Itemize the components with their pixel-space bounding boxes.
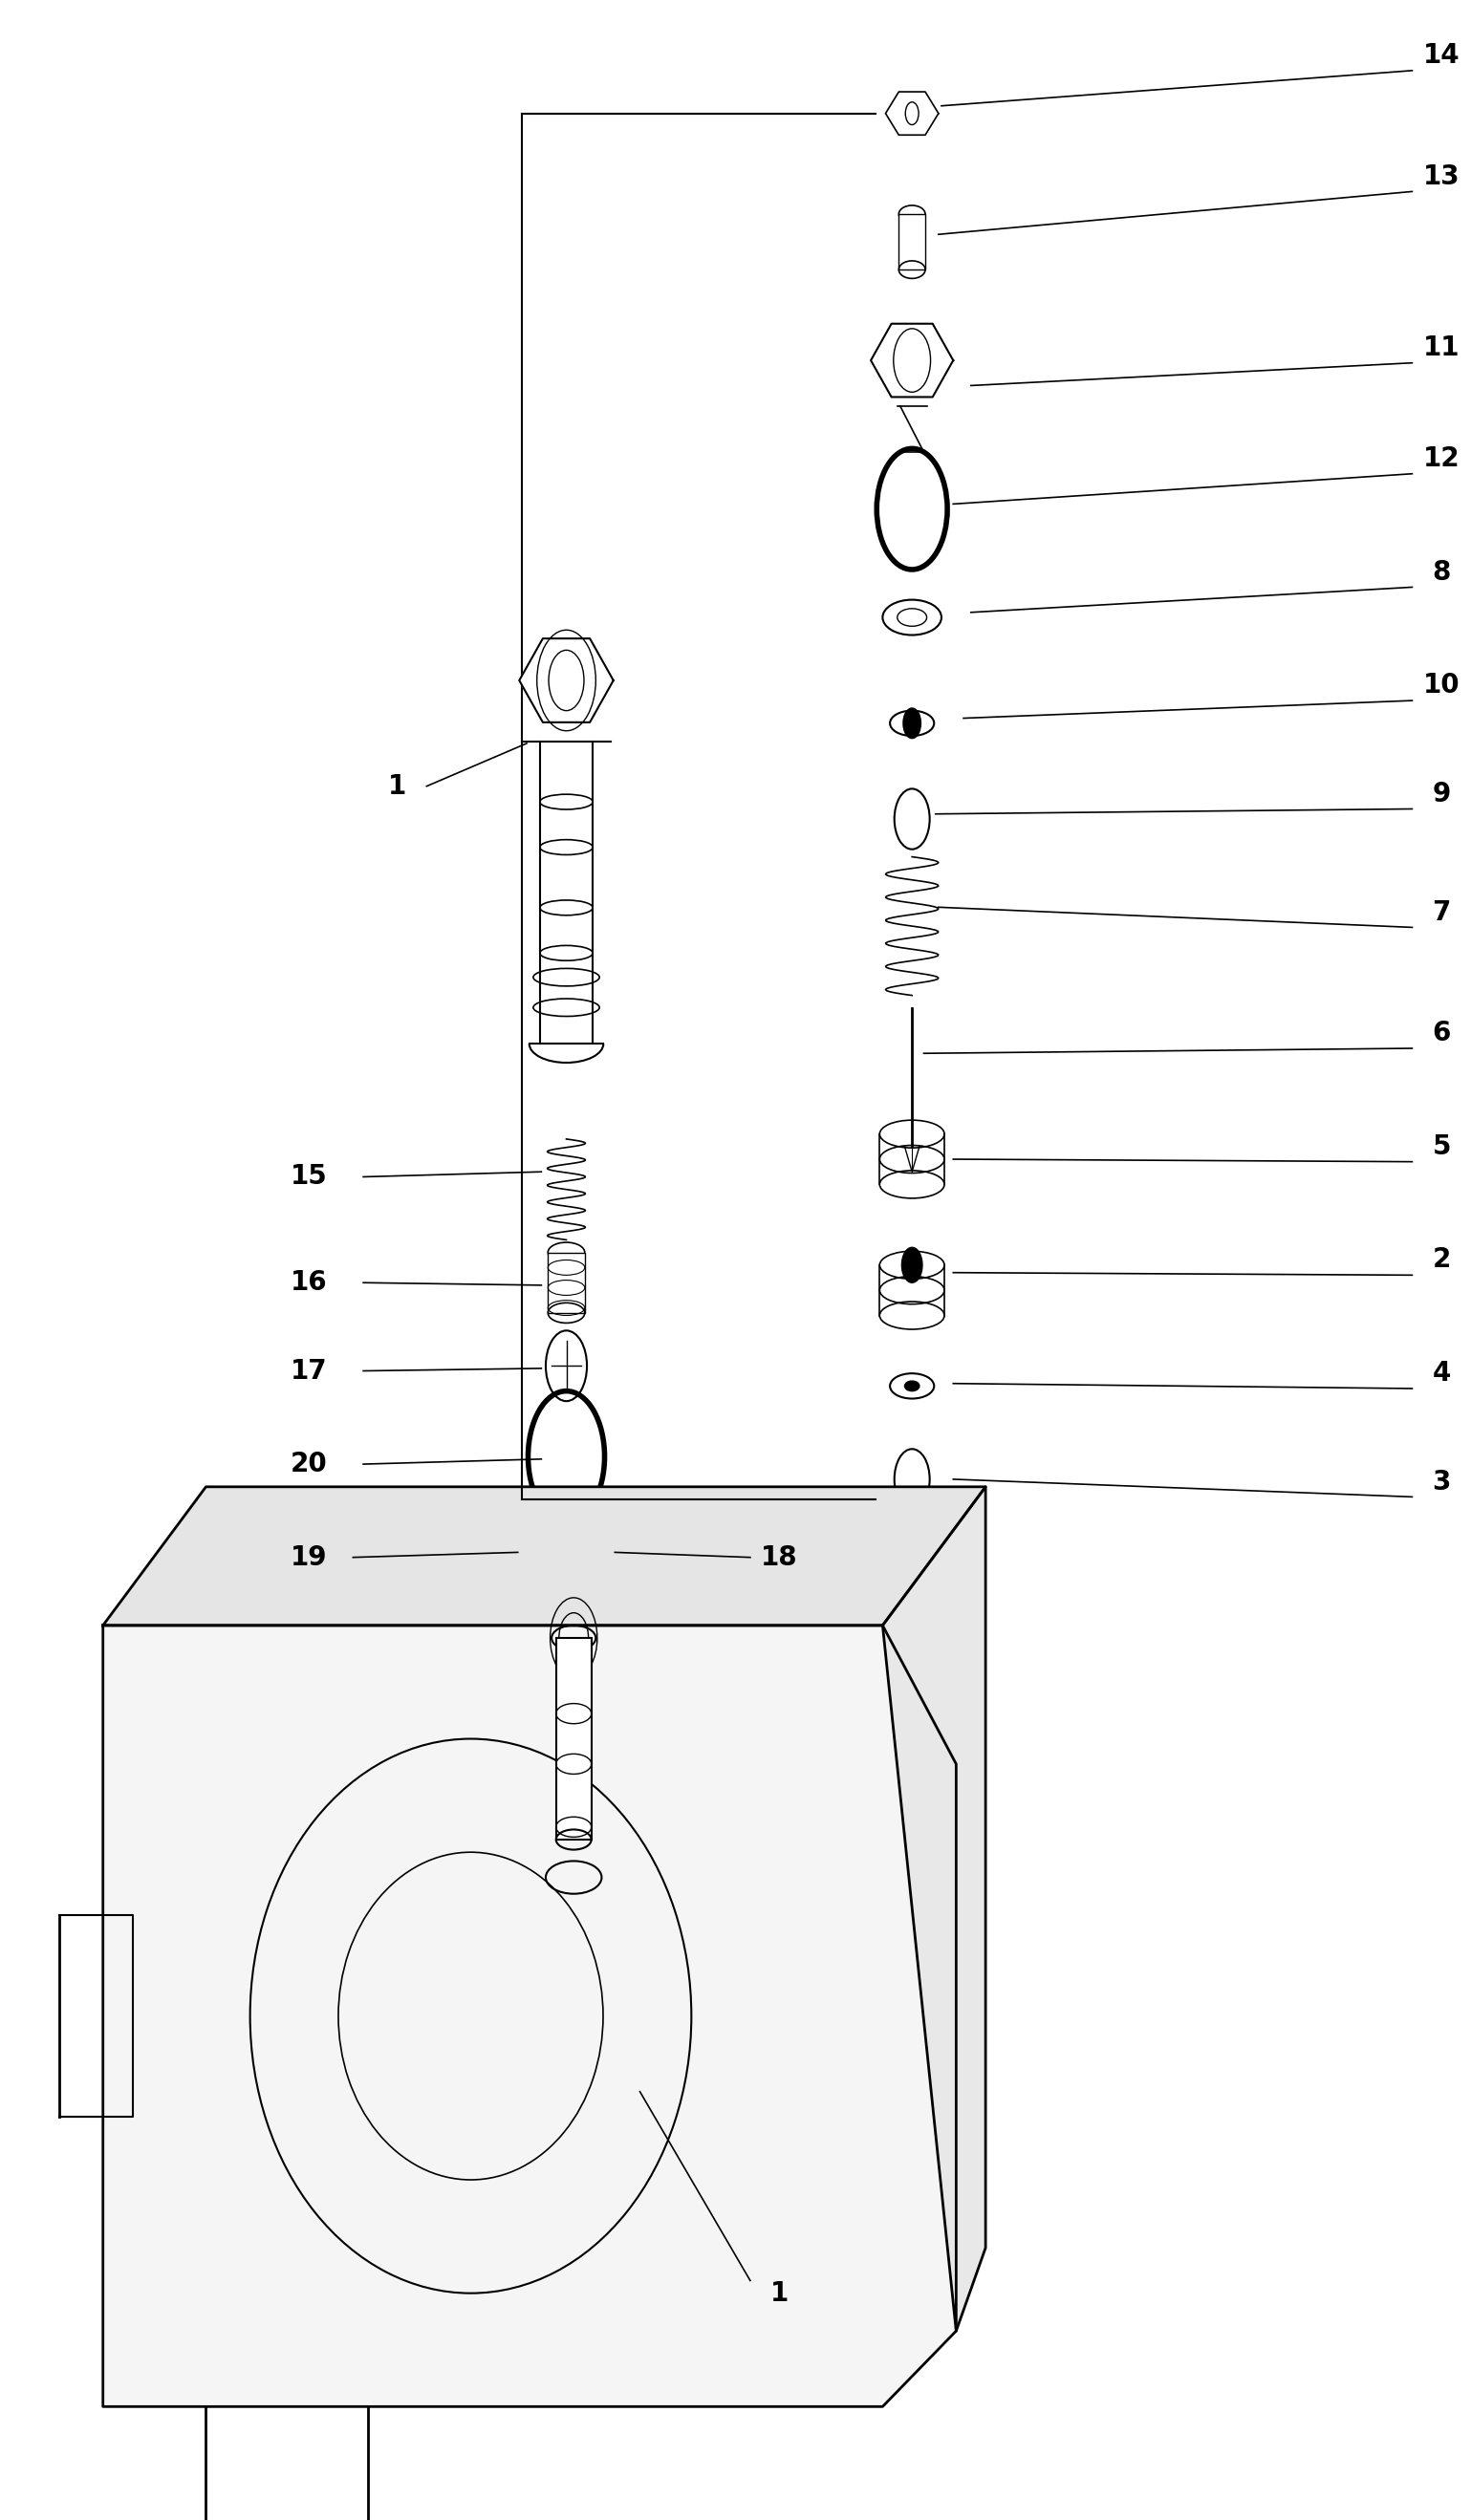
Text: 2: 2: [1433, 1247, 1450, 1273]
Text: 11: 11: [1422, 335, 1461, 360]
Text: 15: 15: [290, 1164, 328, 1189]
Text: 14: 14: [1422, 43, 1461, 68]
Text: 20: 20: [290, 1452, 328, 1477]
Text: 17: 17: [290, 1358, 328, 1383]
Text: 7: 7: [1433, 900, 1450, 925]
Text: 3: 3: [1433, 1469, 1450, 1494]
Bar: [556, 1638, 591, 1840]
Polygon shape: [103, 1487, 986, 1625]
Ellipse shape: [552, 1537, 581, 1555]
Polygon shape: [519, 638, 613, 723]
Polygon shape: [103, 1625, 956, 2407]
Text: 18: 18: [761, 1545, 799, 1570]
Text: 4: 4: [1433, 1361, 1450, 1386]
Text: 19: 19: [290, 1545, 328, 1570]
Bar: [899, 214, 925, 270]
Ellipse shape: [905, 1381, 919, 1391]
Polygon shape: [871, 323, 953, 398]
Text: 16: 16: [290, 1270, 328, 1295]
Text: 10: 10: [1422, 673, 1461, 698]
Text: 5: 5: [1433, 1134, 1450, 1159]
Text: 12: 12: [1422, 446, 1461, 471]
Text: 1: 1: [771, 2281, 788, 2306]
Bar: [547, 1252, 585, 1313]
Text: 13: 13: [1422, 164, 1461, 189]
Circle shape: [903, 708, 921, 738]
Text: 6: 6: [1433, 1021, 1450, 1046]
Text: 1: 1: [388, 774, 406, 799]
Text: 9: 9: [1433, 781, 1450, 806]
Circle shape: [902, 1247, 922, 1283]
Text: 8: 8: [1433, 559, 1450, 585]
Polygon shape: [883, 1487, 986, 2331]
Circle shape: [905, 101, 919, 126]
